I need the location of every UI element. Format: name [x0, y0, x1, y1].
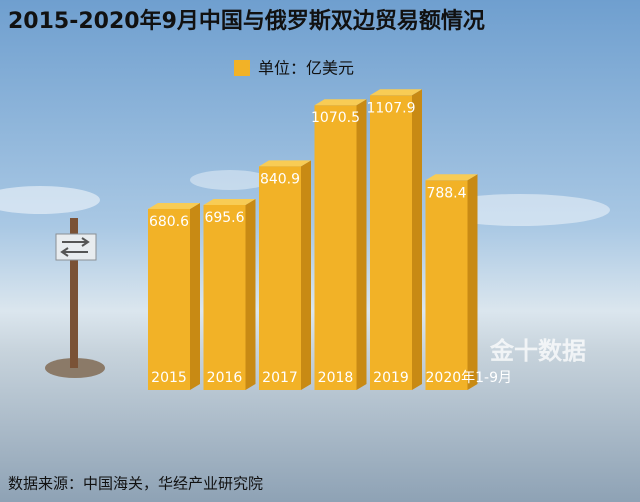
source-note: 数据来源：中国海关，华经产业研究院 [8, 475, 263, 493]
x-tick-label: 2015 [151, 370, 187, 386]
legend-swatch [234, 60, 250, 76]
bar-top [203, 198, 256, 205]
bar [203, 204, 246, 390]
bar-top [259, 160, 311, 167]
x-tick-label: 2020年1-9月 [426, 370, 513, 386]
cloud [0, 186, 100, 214]
data-label: 680.6 [149, 214, 189, 230]
data-label: 1107.9 [367, 100, 416, 116]
signpost [45, 218, 105, 378]
bar [425, 180, 468, 390]
bar-top [314, 99, 367, 106]
data-label: 788.4 [426, 185, 466, 201]
data-label: 695.6 [204, 210, 244, 226]
legend-label: 单位：亿美元 [258, 59, 354, 78]
watermark: 金十数据 [489, 337, 586, 365]
bar-top [148, 202, 200, 209]
bar-top [370, 89, 422, 96]
x-tick-label: 2018 [318, 370, 354, 386]
bar-side [412, 89, 422, 391]
bar [370, 95, 412, 391]
bar [314, 105, 357, 390]
bar [259, 166, 301, 390]
bar-side [356, 99, 367, 390]
bar-side [190, 202, 200, 390]
x-tick-label: 2016 [207, 370, 243, 386]
data-label: 1070.5 [311, 110, 360, 126]
bar [148, 208, 190, 390]
x-tick-label: 2017 [262, 370, 298, 386]
cloud [190, 170, 270, 190]
x-tick-label: 2019 [373, 370, 409, 386]
chart-title: 2015-2020年9月中国与俄罗斯双边贸易额情况 [8, 8, 485, 34]
data-label: 840.9 [260, 171, 300, 187]
bar-side [467, 174, 478, 390]
bar-top [425, 174, 478, 181]
bar-side [245, 198, 256, 390]
bar-side [301, 160, 311, 390]
